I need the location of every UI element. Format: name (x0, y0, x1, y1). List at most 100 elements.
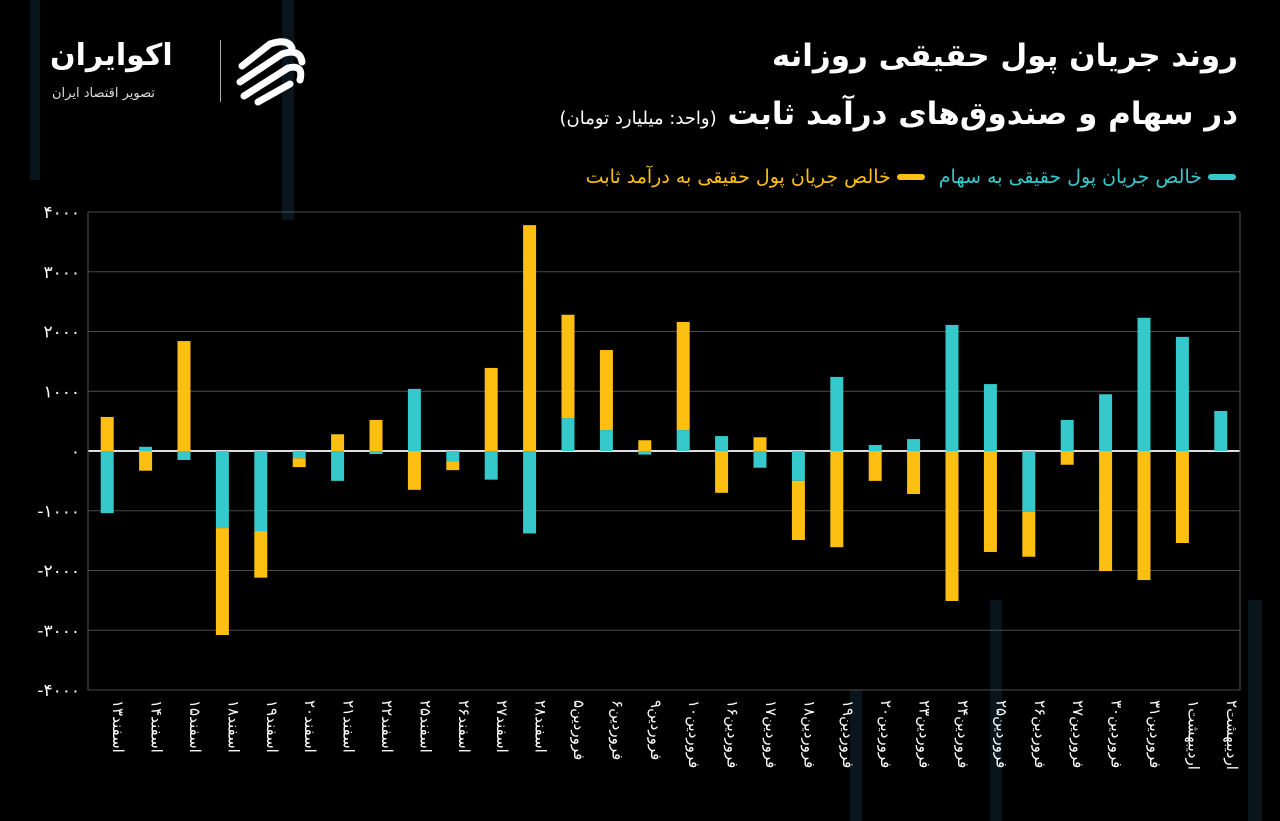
bar-fixed-income (1175, 451, 1189, 544)
x-tick-label: اسفند۲۵ (416, 700, 434, 753)
x-tick-label: فروردین۱۷ (762, 700, 780, 768)
y-tick-label: -۳۰۰۰ (37, 621, 80, 641)
x-tick-label: فروردین۲۷ (1069, 700, 1087, 768)
bar-fixed-income (484, 367, 498, 451)
x-tick-label: فروردین۱۶ (724, 700, 742, 768)
bar-fixed-income (407, 451, 421, 490)
bar-fixed-income (945, 451, 959, 601)
bar-fixed-income (830, 451, 844, 548)
x-tick-label: اسفند۲۸ (532, 700, 550, 753)
bar-fixed-income (983, 451, 997, 552)
x-tick-label: اردیبهشت۲ (1223, 700, 1241, 770)
x-tick-label: اسفند۲۱ (340, 700, 358, 753)
x-tick-label: اسفند۱۹ (263, 700, 281, 753)
bar-fixed-income (139, 451, 153, 471)
bar-fixed-income (753, 437, 767, 451)
bar-fixed-income (292, 458, 306, 468)
bar-fixed-income (791, 480, 805, 541)
bar-stocks (907, 439, 921, 451)
bar-fixed-income (1099, 451, 1113, 572)
bar-stocks (292, 451, 306, 459)
bar-stocks (791, 451, 805, 481)
x-tick-label: اسفند۱۵ (186, 700, 204, 753)
bar-fixed-income (599, 350, 613, 431)
x-tick-label: فروردین۲۳ (916, 700, 934, 768)
x-tick-label: فروردین۵ (570, 700, 588, 760)
logo-subtitle: تصویر اقتصاد ایران (52, 86, 155, 101)
bar-stocks (945, 324, 959, 451)
y-tick-label: -۲۰۰۰ (37, 562, 80, 582)
y-tick-label: ۱۰۰۰ (43, 382, 80, 402)
x-tick-label: اسفند۲۷ (493, 700, 511, 753)
bar-stocks (638, 451, 652, 455)
bar-fixed-income (369, 419, 383, 451)
chart-title-line1: روند جریان پول حقیقی روزانه (771, 38, 1238, 74)
bar-fixed-income (1137, 451, 1151, 581)
bar-stocks (868, 445, 882, 451)
x-tick-label: اسفند۱۳ (109, 700, 127, 753)
bar-fixed-income (715, 451, 729, 493)
bar-fixed-income (254, 531, 268, 578)
x-tick-label: اسفند۲۲ (378, 700, 396, 753)
bar-fixed-income (523, 225, 537, 451)
legend-swatch-fixed-income (896, 174, 925, 180)
chart-title-line2-text: در سهام و صندوق‌های درآمد ثابت (727, 96, 1238, 132)
logo-mark-icon (236, 38, 306, 106)
legend-swatch-stocks (1208, 174, 1236, 180)
bar-stocks (1214, 410, 1228, 451)
bar-fixed-income (868, 451, 882, 481)
x-tick-label: فروردین۹ (647, 700, 665, 760)
x-tick-label: فروردین۲۶ (1031, 700, 1049, 768)
y-tick-label: ۳۰۰۰ (43, 263, 80, 283)
bar-stocks (177, 451, 191, 460)
bar-fixed-income (1022, 511, 1036, 557)
x-tick-label: فروردین۱۹ (839, 700, 857, 768)
bar-stocks (215, 451, 229, 529)
bar-fixed-income (100, 416, 114, 451)
x-tick-label: اسفند۲۰ (301, 700, 319, 753)
bar-fixed-income (1060, 451, 1074, 465)
bar-stocks (1137, 317, 1151, 451)
legend-label-stocks: خالص جریان پول حقیقی به سهام (938, 166, 1202, 188)
bar-stocks (254, 451, 268, 532)
bar-stocks (369, 451, 383, 454)
background-decoration (990, 600, 1002, 821)
legend-label-fixed-income: خالص جریان پول حقیقی به درآمد ثابت (585, 166, 891, 188)
bar-stocks (1060, 419, 1074, 451)
legend-item-stocks: خالص جریان پول حقیقی به سهام (939, 166, 1236, 188)
x-tick-label: فروردین۳۱ (1146, 700, 1164, 768)
x-tick-label: فروردین۲۰ (877, 700, 895, 768)
bar-stocks (983, 384, 997, 451)
y-tick-label: ۲۰۰۰ (43, 323, 80, 343)
bar-stocks (715, 436, 729, 451)
x-tick-label: فروردین۶ (608, 700, 626, 760)
bar-stocks (523, 451, 537, 534)
bar-stocks (830, 376, 844, 451)
x-tick-label: فروردین۱۸ (800, 700, 818, 768)
legend: خالص جریان پول حقیقی به سهام خالص جریان … (586, 166, 1236, 188)
x-tick-label: فروردین۳۰ (1108, 700, 1126, 768)
logo-name: اکوایران (50, 38, 173, 73)
bar-fixed-income (446, 461, 460, 471)
chart-title-line2: در سهام و صندوق‌های درآمد ثابت (واحد: می… (560, 96, 1239, 132)
x-tick-label: فروردین۱۰ (685, 700, 703, 768)
bar-fixed-income (907, 451, 921, 495)
bar-stocks (446, 451, 460, 462)
bar-stocks (139, 446, 153, 451)
y-tick-label: -۱۰۰۰ (37, 502, 80, 522)
bar-stocks (100, 451, 114, 514)
bar-stocks (753, 451, 767, 468)
bar-stocks (676, 430, 690, 451)
bar-fixed-income (676, 321, 690, 431)
background-decoration (850, 690, 862, 821)
bar-fixed-income (215, 528, 229, 636)
y-tick-label: ۰ (71, 442, 80, 462)
bar-fixed-income (177, 341, 191, 451)
y-tick-label: ۴۰۰۰ (43, 203, 80, 223)
legend-item-fixed-income: خالص جریان پول حقیقی به درآمد ثابت (586, 166, 925, 188)
x-tick-label: فروردین۲۴ (954, 700, 972, 768)
bar-stocks (331, 451, 345, 481)
x-tick-label: اسفند۲۶ (455, 700, 473, 753)
bar-fixed-income (638, 440, 652, 451)
